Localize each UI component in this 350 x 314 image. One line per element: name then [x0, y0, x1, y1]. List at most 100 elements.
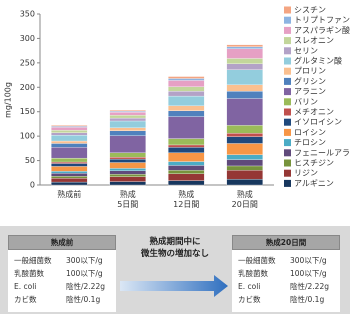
box-title: 熟成20日間: [232, 235, 340, 250]
data-row: カビ数 陰性/0.1g: [238, 293, 334, 306]
bar-segment: [109, 170, 146, 175]
bar-segment: [51, 171, 88, 174]
legend-swatch: [284, 108, 291, 116]
row-value: 陰性/0.1g: [290, 295, 325, 304]
row-value: 陰性/2.22g: [66, 282, 105, 291]
legend-label: フェニールアラニン: [294, 148, 350, 157]
y-tick-label: 0: [30, 181, 35, 190]
bar-segment: [109, 176, 146, 182]
legend-label: グリシン: [294, 76, 326, 86]
bar-segment: [168, 78, 205, 81]
box-body: 一般細菌数 300以下/g 乳酸菌数 100以下/g E. coli 陰性/2.22g カビ…: [232, 250, 340, 312]
bar-segment: [109, 174, 146, 177]
bar-segment: [226, 98, 263, 126]
x-tick-label: 熟成 5日間: [117, 190, 139, 209]
legend-swatch: [284, 37, 291, 45]
row-value: 100以下/g: [66, 269, 103, 278]
y-tick-label: 100: [20, 132, 35, 141]
legend-swatch: [284, 16, 291, 24]
x-tick-label: 熟成前: [57, 190, 82, 199]
data-row: 一般細菌数 300以下/g: [14, 254, 110, 267]
legend-label: アラニン: [294, 87, 326, 96]
legend-swatch: [284, 118, 291, 126]
box-body: 一般細菌数 300以下/g 乳酸菌数 100以下/g E. coli 陰性/2.22g カビ…: [8, 250, 116, 312]
row-label: 乳酸菌数: [14, 269, 44, 278]
legend-swatch: [284, 47, 291, 55]
bar-segment: [226, 133, 263, 137]
bar-segment: [168, 173, 205, 181]
bar-segment: [51, 176, 88, 179]
bar-segment: [168, 165, 205, 171]
legend-label: チロシン: [294, 138, 326, 147]
chart: mg/100g 0 50 100 150 200 250 300 350 シスチントリプトファン…: [4, 6, 350, 190]
bar-segment: [226, 125, 263, 134]
bar-segment: [109, 127, 146, 131]
bar-segment: [51, 125, 88, 127]
legend-swatch: [284, 6, 291, 14]
bar-segment: [51, 135, 88, 142]
bar-segment: [109, 181, 146, 186]
panel: 熟成前 一般細菌数 300以下/g 乳酸菌数 100以下/g E. coli 陰性/2.2…: [0, 226, 350, 314]
bar-segment: [109, 114, 146, 119]
bar-segment: [51, 130, 88, 133]
row-label: 一般細菌数: [14, 256, 52, 265]
legend-label: ヒスチジン: [294, 159, 334, 168]
legend-swatch: [284, 98, 291, 106]
bar-segment: [109, 135, 146, 153]
y-tick-label: 150: [20, 107, 35, 116]
bar-segment: [109, 112, 146, 116]
bar-segment: [226, 69, 263, 85]
bar-segment: [51, 157, 88, 163]
bar-segment: [226, 143, 263, 155]
bar-segment: [226, 44, 263, 47]
legend-swatch: [284, 169, 291, 177]
bar-segment: [168, 144, 205, 148]
row-label: 一般細菌数: [238, 256, 276, 265]
data-row: 乳酸菌数 100以下/g: [14, 267, 110, 280]
bar-segment: [51, 127, 88, 131]
arrow: [120, 275, 228, 297]
message: 熟成期間中に 微生物の増加なし: [140, 237, 209, 259]
bar-segment: [109, 162, 146, 169]
bar-segment: [168, 161, 205, 166]
bar-segment: [51, 132, 88, 136]
bar-segment: [226, 84, 263, 92]
bar-segment: [109, 152, 146, 158]
row-label: カビ数: [238, 295, 261, 304]
legend-swatch: [284, 139, 291, 147]
legend-label: アルギニン: [294, 179, 334, 188]
bar-segment: [168, 147, 205, 153]
legend-label: シスチン: [294, 6, 326, 15]
bar-segment: [168, 80, 205, 87]
bar-segment: [168, 105, 205, 111]
data-row: E. coli 陰性/2.22g: [238, 280, 334, 293]
y-tick-label: 350: [20, 10, 35, 19]
bar-segment: [109, 168, 146, 171]
legend-label: ロイシン: [294, 128, 326, 137]
bar-segment: [226, 63, 263, 70]
legend-swatch: [284, 88, 291, 96]
bar-segment: [226, 178, 263, 186]
x-tick-label: 熟成 20日間: [231, 190, 258, 209]
bar-segment: [168, 76, 205, 79]
row-label: E. coli: [238, 282, 261, 291]
legend-label: バリン: [294, 97, 318, 106]
data-row: 乳酸菌数 100以下/g: [238, 267, 334, 280]
bar-segment: [168, 138, 205, 146]
bar-segment: [51, 173, 88, 177]
legend-label: イソロイシン: [294, 118, 342, 127]
legend-swatch: [284, 77, 291, 85]
row-label: 乳酸菌数: [238, 269, 268, 278]
bar-segment: [168, 170, 205, 174]
row-value: 陰性/0.1g: [66, 295, 101, 304]
bar-segment: [109, 130, 146, 136]
bar-segment: [109, 158, 146, 163]
legend-label: メチオニン: [294, 108, 334, 117]
y-tick-label: 50: [25, 156, 35, 165]
bar-segment: [51, 147, 88, 159]
bar-segment: [51, 181, 88, 186]
bar-segment: [168, 91, 205, 97]
y-tick-label: 300: [20, 34, 35, 43]
bar-segment: [168, 152, 205, 162]
